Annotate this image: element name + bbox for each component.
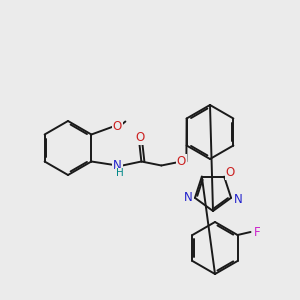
- Text: O: O: [226, 166, 235, 179]
- Text: F: F: [254, 226, 261, 238]
- Text: O: O: [177, 155, 186, 168]
- Text: N: N: [184, 191, 192, 204]
- Text: O: O: [136, 131, 145, 144]
- Text: N: N: [234, 194, 242, 206]
- Text: H: H: [116, 169, 123, 178]
- Text: O: O: [113, 120, 122, 133]
- Text: N: N: [113, 159, 122, 172]
